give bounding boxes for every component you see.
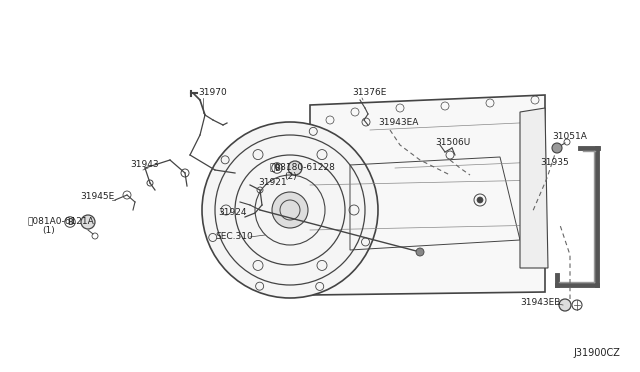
Circle shape — [202, 122, 378, 298]
Text: 31376E: 31376E — [352, 88, 387, 97]
Text: B: B — [274, 164, 280, 173]
Circle shape — [416, 248, 424, 256]
Circle shape — [81, 215, 95, 229]
Text: (1): (1) — [42, 226, 55, 235]
Text: B: B — [67, 218, 73, 227]
Text: 31051A: 31051A — [552, 132, 587, 141]
Circle shape — [552, 143, 562, 153]
Text: 31924: 31924 — [218, 208, 246, 217]
Text: 31506U: 31506U — [435, 138, 470, 147]
Text: (2): (2) — [284, 172, 296, 181]
Polygon shape — [310, 95, 545, 295]
Text: Ⓑ081A0-6121A: Ⓑ081A0-6121A — [28, 216, 95, 225]
Text: 31970: 31970 — [198, 88, 227, 97]
Text: 31943EB: 31943EB — [520, 298, 561, 307]
Text: 31943: 31943 — [130, 160, 159, 169]
Text: SEC.310: SEC.310 — [215, 232, 253, 241]
Text: 31943EA: 31943EA — [378, 118, 419, 127]
Text: Ⓑ08180-61228: Ⓑ08180-61228 — [270, 162, 336, 171]
Text: 31945E: 31945E — [80, 192, 115, 201]
Circle shape — [288, 161, 302, 175]
Circle shape — [477, 197, 483, 203]
Circle shape — [559, 299, 571, 311]
Polygon shape — [520, 108, 548, 268]
Text: J31900CZ: J31900CZ — [573, 348, 620, 358]
Text: 31935: 31935 — [540, 158, 569, 167]
Text: 31921: 31921 — [258, 178, 287, 187]
Circle shape — [272, 192, 308, 228]
